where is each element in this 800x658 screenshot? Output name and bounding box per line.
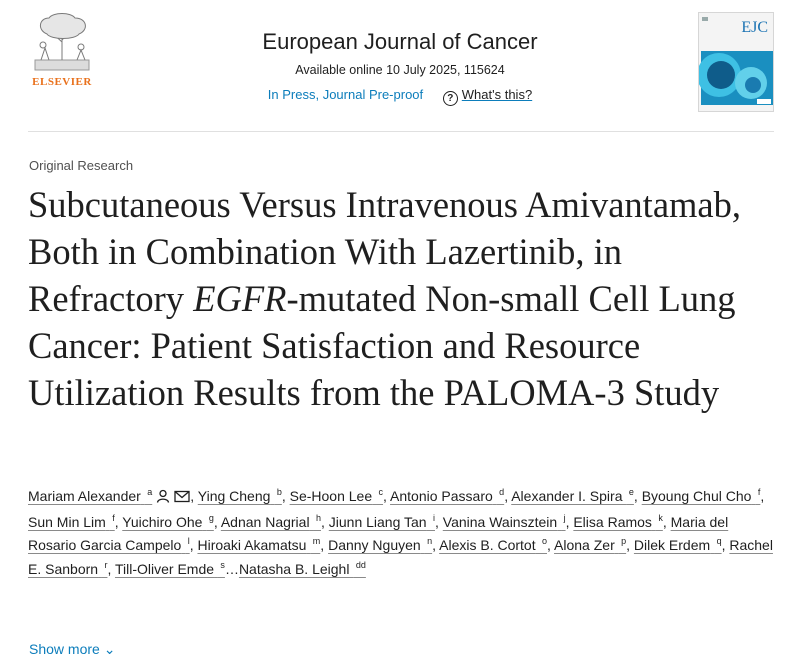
author-affiliation: e — [626, 487, 634, 497]
author-affiliation: f — [755, 487, 761, 497]
author-name: Hiroaki Akamatsu — [197, 537, 307, 553]
show-more-button[interactable]: Show more ⌄ — [29, 641, 115, 658]
whats-this-link[interactable]: What's this? — [461, 87, 533, 102]
header-divider — [28, 131, 774, 132]
author-name: Elisa Ramos — [573, 513, 652, 530]
author-list: Mariam Alexander a, Ying Cheng b, Se-Hoo… — [28, 487, 773, 577]
author-link[interactable]: Byoung Chul Cho f — [641, 487, 761, 505]
author-name: Ying Cheng — [197, 488, 271, 504]
author-name: Sun Min Lim — [28, 513, 106, 530]
author-link[interactable]: Hiroaki Akamatsu m — [197, 536, 321, 554]
author-affiliation: a — [144, 487, 153, 497]
author-name: Maria del Rosario Garcia Campelo — [28, 513, 729, 554]
author-name: Vanina Wainsztein — [442, 513, 558, 530]
show-more-label: Show more — [29, 641, 100, 657]
author-name: Natasha B. Leighl — [238, 560, 350, 577]
author-affiliation: s — [217, 559, 225, 570]
author-name: Mariam Alexander — [28, 488, 141, 504]
cover-art-icon — [699, 13, 773, 111]
author-affiliation: k — [655, 512, 663, 523]
author-affiliation: l — [185, 536, 190, 546]
author-link[interactable]: Jiunn Liang Tan i — [328, 512, 435, 530]
journal-status-line: In Press, Journal Pre-proof ? What's this… — [200, 86, 600, 106]
author-link[interactable]: Rachel E. Sanborn r — [28, 537, 773, 577]
cover-title: EJC — [741, 19, 768, 36]
author-link[interactable]: Till-Oliver Emde s — [114, 559, 225, 577]
author-link[interactable]: Se-Hoon Lee c — [289, 487, 384, 505]
author-link[interactable]: Maria del Rosario Garcia Campelo l — [28, 514, 728, 554]
author-link[interactable]: Antonio Passaro d — [390, 487, 505, 505]
title-italic-gene: EGFR — [193, 278, 287, 319]
author-name: Alexander I. Spira — [511, 488, 623, 504]
author-name: Antonio Passaro — [390, 488, 493, 504]
author-name: Yuichiro Ohe — [122, 513, 203, 530]
author-affiliation: q — [714, 536, 722, 546]
author-link[interactable]: Natasha B. Leighl dd — [238, 559, 366, 577]
author-name: Alexis B. Cortot — [439, 537, 536, 553]
person-icon — [156, 487, 170, 511]
author-link[interactable]: Alexander I. Spira e — [511, 487, 634, 505]
title-part-2: -mutated Non-small Cell Lung Cancer: Pat… — [28, 278, 736, 413]
envelope-icon — [174, 487, 190, 511]
author-link[interactable]: Elisa Ramos k — [573, 512, 663, 530]
author-link[interactable]: Yuichiro Ohe g — [122, 512, 214, 530]
author-affiliation: r — [101, 559, 108, 570]
title-part-1: Subcutaneous Versus Intravenous Amivanta… — [28, 184, 741, 319]
author-affiliation: p — [618, 536, 627, 546]
availability-date: Available online 10 July 2025, 115624 — [295, 63, 505, 77]
author-affiliation: j — [561, 512, 566, 523]
author-affiliation: c — [376, 487, 384, 497]
author-affiliation: dd — [353, 559, 366, 570]
article-header: ELSEVIER European Journal of Cancer Avai… — [0, 0, 800, 132]
author-affiliation: g — [206, 512, 214, 523]
author-link[interactable]: Ying Cheng b — [197, 487, 282, 505]
elsevier-tree-icon — [34, 13, 90, 71]
author-name: Dilek Erdem — [633, 537, 711, 553]
author-name: Adnan Nagrial — [220, 513, 310, 530]
article-type: Original Research — [29, 158, 134, 173]
publisher-name: ELSEVIER — [32, 76, 92, 88]
author-affiliation: n — [424, 536, 433, 546]
elsevier-logo[interactable]: ELSEVIER — [27, 12, 97, 92]
author-affiliation: m — [310, 536, 321, 546]
author-name: Rachel E. Sanborn — [28, 537, 773, 577]
chevron-down-icon: ⌄ — [103, 641, 116, 657]
author-affiliation: h — [313, 512, 321, 523]
author-name: Danny Nguyen — [328, 537, 421, 553]
author-affiliation: b — [274, 487, 282, 497]
author-affiliation: o — [539, 536, 548, 546]
author-ellipsis: … — [224, 560, 239, 577]
journal-title[interactable]: European Journal of Cancer — [262, 29, 538, 54]
author-link[interactable]: Danny Nguyen n — [328, 536, 433, 554]
author-name: Jiunn Liang Tan — [328, 513, 427, 530]
author-name: Byoung Chul Cho — [641, 488, 752, 504]
author-affiliation: f — [109, 512, 115, 523]
author-link[interactable]: Mariam Alexander a — [28, 488, 190, 504]
in-press-status-link[interactable]: In Press, Journal Pre-proof — [267, 87, 424, 102]
author-link[interactable]: Sun Min Lim f — [28, 512, 115, 530]
question-mark-icon: ? — [442, 91, 458, 106]
article-title: Subcutaneous Versus Intravenous Amivanta… — [28, 181, 778, 416]
author-link[interactable]: Alexis B. Cortot o — [439, 536, 548, 554]
author-link[interactable]: Adnan Nagrial h — [220, 512, 321, 530]
author-link[interactable]: Alona Zer p — [554, 536, 627, 554]
author-link[interactable]: Dilek Erdem q — [633, 536, 722, 554]
author-affiliation: i — [430, 512, 435, 523]
author-affiliation: d — [496, 487, 505, 497]
author-name: Se-Hoon Lee — [289, 488, 373, 504]
author-link[interactable]: Vanina Wainsztein j — [442, 512, 566, 530]
author-name: Alona Zer — [554, 537, 615, 553]
journal-cover-image[interactable]: EJC — [698, 12, 774, 112]
journal-info: European Journal of Cancer Available onl… — [200, 28, 600, 106]
author-name: Till-Oliver Emde — [114, 560, 215, 577]
